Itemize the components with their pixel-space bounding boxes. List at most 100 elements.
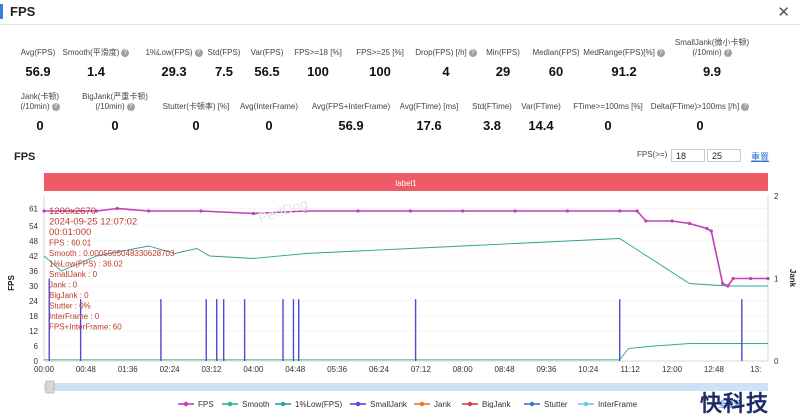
fps-point bbox=[461, 209, 465, 213]
help-icon[interactable]: ? bbox=[121, 48, 130, 57]
x-tick-label: 06:24 bbox=[369, 365, 390, 374]
fps-point bbox=[513, 209, 517, 213]
help-icon[interactable]: ? bbox=[194, 48, 203, 57]
time-slider-track[interactable] bbox=[44, 383, 768, 391]
help-icon[interactable]: ? bbox=[723, 48, 732, 57]
stat-value: 9.9 bbox=[702, 64, 722, 79]
stat-label: Median(FPS) bbox=[532, 48, 580, 57]
legend-label: Jank bbox=[434, 400, 452, 408]
stat-value: 56.5 bbox=[254, 64, 280, 79]
stat-value: 1.4 bbox=[86, 64, 106, 79]
stat-label: 1%Low(FPS)? bbox=[114, 48, 234, 58]
fps-point bbox=[670, 219, 674, 223]
label-band[interactable] bbox=[44, 173, 768, 191]
y-tick-label: 42 bbox=[29, 252, 38, 261]
stat-label: Delta(FTime)>100ms [/h]? bbox=[640, 102, 760, 112]
stat-label: Avg(FPS) bbox=[20, 48, 56, 57]
x-tick-label: 05:36 bbox=[327, 365, 348, 374]
stat-value: 29 bbox=[495, 64, 511, 79]
stat-label: FPS>=18 [%] bbox=[294, 48, 342, 57]
y-tick-label: 48 bbox=[29, 237, 38, 246]
stat-value: 100 bbox=[369, 64, 391, 79]
stat-value: 0 bbox=[696, 118, 704, 133]
help-icon[interactable]: ? bbox=[51, 102, 60, 111]
series-smooth bbox=[44, 343, 768, 361]
stat-label: BigJank(严重卡顿) (/10min)? bbox=[82, 92, 148, 111]
stat-label: Avg(FPS+InterFrame) bbox=[311, 102, 391, 111]
legend-marker bbox=[419, 401, 425, 407]
x-tick-label: 01:36 bbox=[118, 365, 139, 374]
fps-point bbox=[565, 209, 569, 213]
stat-18: Std(FTime) 3.8 bbox=[432, 92, 552, 133]
fps-threshold-input-2[interactable]: 25 bbox=[707, 149, 741, 162]
stat-0: Avg(FPS) 56.9 bbox=[0, 38, 98, 79]
legend-item-smooth[interactable]: Smooth bbox=[222, 400, 270, 408]
stat-2: 1%Low(FPS)? 29.3 bbox=[114, 38, 234, 79]
legend-item-jank[interactable]: Jank bbox=[414, 400, 452, 408]
stat-label: FPS>=25 [%] bbox=[356, 48, 404, 57]
time-slider-handle[interactable] bbox=[45, 380, 55, 394]
tooltip-line: InterFrame : 0 bbox=[49, 312, 100, 321]
x-tick-label: 00:00 bbox=[34, 365, 55, 374]
stat-1: Smooth(平滑度)? 1.4 bbox=[36, 38, 156, 79]
hide-all-button[interactable]: 全隐藏 bbox=[718, 399, 742, 408]
stat-value: 0 bbox=[265, 118, 273, 133]
fps-point bbox=[408, 209, 412, 213]
legend-item-1-low-fps-[interactable]: 1%Low(FPS) bbox=[275, 400, 342, 408]
stat-13: BigJank(严重卡顿) (/10min)? 0 bbox=[55, 92, 175, 133]
x-tick-label: 04:48 bbox=[285, 365, 306, 374]
tooltip-line: 1%Low(FPS) : 36.02 bbox=[49, 260, 123, 269]
stat-label: Smooth(平滑度)? bbox=[36, 48, 156, 58]
close-icon[interactable]: ✕ bbox=[777, 4, 790, 21]
legend-item-interframe[interactable]: InterFrame bbox=[578, 400, 638, 408]
stat-value: 56.9 bbox=[25, 64, 51, 79]
stat-label: Var(FPS) bbox=[250, 48, 284, 57]
y2-tick-label: 0 bbox=[774, 357, 779, 366]
stat-17: Avg(FTime) [ms] 17.6 bbox=[369, 92, 489, 133]
x-tick-label: 04:00 bbox=[243, 365, 264, 374]
legend-item-fps[interactable]: FPS bbox=[178, 400, 214, 408]
tooltip-line: BigJank : 0 bbox=[49, 291, 89, 300]
y-tick-label: 36 bbox=[29, 267, 38, 276]
stat-12: Jank(卡顿) (/10min)? 0 bbox=[0, 92, 100, 133]
stat-value: 0 bbox=[192, 118, 200, 133]
legend-item-stutter[interactable]: Stutter bbox=[524, 400, 568, 408]
stat-label: FTime>=100ms [%] bbox=[573, 102, 643, 111]
tooltip-line: FPS : 60.01 bbox=[49, 239, 92, 248]
help-icon[interactable]: ? bbox=[741, 102, 750, 111]
legend-item-bigjank[interactable]: BigJank bbox=[462, 400, 511, 408]
help-icon[interactable]: ? bbox=[656, 48, 665, 57]
legend-marker bbox=[183, 401, 189, 407]
fps-threshold-input-1[interactable]: 18 bbox=[671, 149, 705, 162]
fps-point bbox=[356, 209, 360, 213]
y-tick-label: 24 bbox=[29, 297, 38, 306]
help-icon[interactable]: ? bbox=[126, 102, 135, 111]
stat-value: 91.2 bbox=[611, 64, 637, 79]
stat-value: 60 bbox=[548, 64, 564, 79]
legend-label: Stutter bbox=[544, 400, 568, 408]
fps-point bbox=[748, 276, 753, 281]
stat-label: Avg(FTime) [ms] bbox=[399, 102, 459, 111]
fps-point bbox=[115, 206, 119, 211]
fps-point bbox=[147, 209, 151, 213]
legend-marker bbox=[467, 401, 473, 407]
help-icon[interactable]: ? bbox=[468, 48, 477, 57]
legend-label: BigJank bbox=[482, 400, 511, 408]
reset-button[interactable]: 重置 bbox=[751, 152, 770, 162]
stat-value: 4 bbox=[442, 64, 450, 79]
chart-grid bbox=[44, 208, 768, 362]
x-tick-label: 13: bbox=[750, 365, 761, 374]
stat-6: FPS>=25 [%] 100 bbox=[320, 38, 440, 79]
legend-marker bbox=[280, 401, 286, 407]
y2-axis-label: Jank bbox=[788, 269, 797, 288]
series-1pct-low bbox=[43, 238, 768, 287]
legend-item-smalljank[interactable]: SmallJank bbox=[350, 400, 408, 408]
stat-label: Var(FTime) bbox=[521, 102, 561, 111]
stat-value: 0 bbox=[36, 118, 44, 133]
stat-label: Std(FTime) bbox=[472, 102, 512, 111]
stat-value: 0 bbox=[604, 118, 612, 133]
stat-14: Stutter(卡顿率) [%] 0 bbox=[136, 92, 256, 133]
stat-value: 29.3 bbox=[161, 64, 187, 79]
